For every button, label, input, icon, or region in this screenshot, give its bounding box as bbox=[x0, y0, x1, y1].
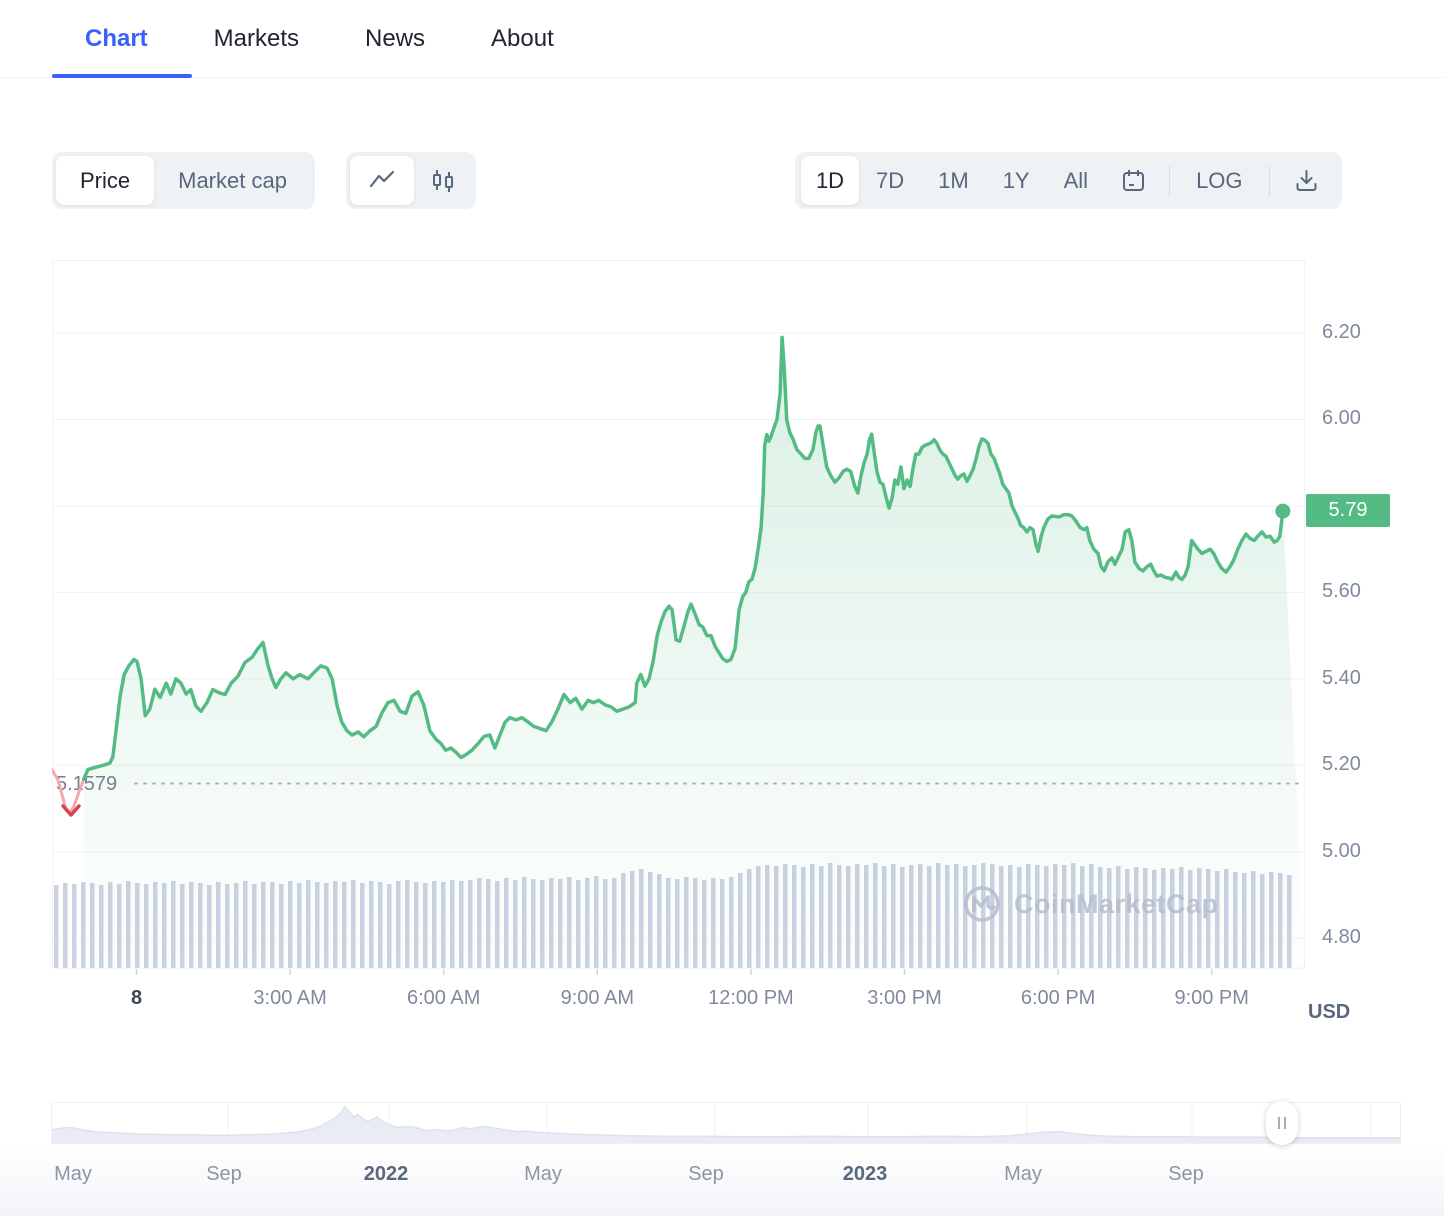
day-low-marker-icon bbox=[61, 804, 81, 817]
metric-toggle: Price Market cap bbox=[52, 152, 315, 209]
y-axis-label: 6.20 bbox=[1322, 321, 1361, 344]
price-line-below-open bbox=[52, 768, 90, 815]
navigator-label: Sep bbox=[206, 1163, 242, 1185]
market-cap-toggle-label: Market cap bbox=[178, 167, 287, 193]
price-toggle-label: Price bbox=[80, 167, 131, 193]
navigator-area-line bbox=[52, 1105, 1400, 1139]
x-axis-label: 3:00 PM bbox=[867, 987, 942, 1009]
range-button-7d[interactable]: 7D bbox=[859, 156, 921, 205]
tab-markets[interactable]: Markets bbox=[213, 24, 300, 52]
range-button-label: 1M bbox=[938, 167, 969, 193]
last-price-dot bbox=[1275, 503, 1291, 519]
navigator-box[interactable] bbox=[51, 1102, 1401, 1144]
x-axis-label: 9:00 AM bbox=[560, 987, 634, 1009]
current-price-badge: 5.79 bbox=[1306, 494, 1390, 527]
navigator-area-fill bbox=[52, 1106, 1400, 1143]
y-axis-label: 5.20 bbox=[1322, 753, 1361, 776]
range-toolbar: 1D 7D 1M 1Y All LOG bbox=[795, 152, 1342, 209]
chart-type-toggle bbox=[346, 152, 476, 209]
navigator-label: 2023 bbox=[842, 1163, 888, 1185]
calendar-icon bbox=[1122, 170, 1144, 191]
log-scale-label: LOG bbox=[1196, 167, 1243, 193]
tab-chart[interactable]: Chart bbox=[85, 24, 148, 52]
navigator-band bbox=[0, 1143, 1444, 1216]
tab-news[interactable]: News bbox=[365, 24, 426, 52]
x-axis-label: 6:00 PM bbox=[1020, 987, 1096, 1009]
date-range-button[interactable] bbox=[1105, 156, 1161, 205]
market-cap-toggle-button[interactable]: Market cap bbox=[154, 156, 311, 205]
range-button-1m[interactable]: 1M bbox=[921, 156, 986, 205]
line-chart-button[interactable] bbox=[350, 156, 414, 205]
range-button-label: 1D bbox=[815, 167, 845, 193]
volume-bar bbox=[63, 883, 68, 968]
navigator-label: May bbox=[1004, 1163, 1042, 1185]
watermark: CoinMarketCap bbox=[962, 884, 1219, 924]
coinmarketcap-logo-icon bbox=[964, 886, 1000, 922]
range-button-all[interactable]: All bbox=[1047, 156, 1105, 205]
x-axis-label: 6:00 AM bbox=[406, 987, 481, 1009]
y-axis-label: 5.60 bbox=[1322, 580, 1361, 603]
price-line bbox=[82, 335, 1285, 781]
y-axis-label: 5.40 bbox=[1322, 666, 1361, 689]
currency-label: USD bbox=[1308, 1001, 1351, 1023]
log-scale-button[interactable]: LOG bbox=[1178, 156, 1260, 205]
range-buttons: 1D 7D 1M 1Y All bbox=[801, 156, 1105, 205]
volume-bar bbox=[81, 882, 86, 968]
area-fill bbox=[83, 337, 1305, 968]
candlestick-chart-icon bbox=[433, 169, 453, 192]
line-chart-icon bbox=[369, 170, 395, 187]
navigator-label: 2022 bbox=[363, 1163, 409, 1185]
navigator-label: May bbox=[54, 1163, 92, 1185]
tab-bar: Chart Markets News About bbox=[0, 0, 1444, 78]
toolbar-divider bbox=[1268, 165, 1270, 196]
x-axis-label: 12:00 PM bbox=[708, 987, 794, 1009]
range-button-label: 1Y bbox=[1002, 167, 1030, 193]
y-axis-label: 6.00 bbox=[1322, 407, 1361, 430]
download-icon bbox=[1296, 170, 1317, 191]
candlestick-chart-button[interactable] bbox=[414, 156, 472, 205]
navigator-label: Sep bbox=[1168, 1163, 1204, 1185]
y-axis-label: 5.00 bbox=[1322, 839, 1361, 862]
active-tab-underline bbox=[52, 74, 192, 78]
volume-bar bbox=[72, 884, 77, 968]
range-button-1y[interactable]: 1Y bbox=[986, 156, 1047, 205]
navigator-mini-chart[interactable] bbox=[52, 1103, 1400, 1143]
watermark-text: CoinMarketCap bbox=[1014, 888, 1219, 919]
range-button-label: All bbox=[1063, 167, 1089, 193]
navigator-label: Sep bbox=[688, 1163, 724, 1185]
y-axis-label: 4.80 bbox=[1322, 926, 1361, 949]
volume-bar bbox=[54, 885, 59, 968]
range-button-1d[interactable]: 1D bbox=[801, 156, 859, 205]
x-axis-label: 8 bbox=[130, 987, 143, 1009]
x-axis-label: 9:00 PM bbox=[1174, 987, 1249, 1009]
range-button-label: 7D bbox=[876, 167, 905, 193]
download-button[interactable] bbox=[1278, 156, 1336, 205]
navigator-handle[interactable] bbox=[1266, 1101, 1298, 1145]
tab-about[interactable]: About bbox=[491, 24, 554, 52]
toolbar-divider bbox=[1169, 165, 1171, 196]
price-chart-canvas[interactable] bbox=[52, 260, 1305, 976]
x-axis-label: 3:00 AM bbox=[253, 987, 327, 1009]
price-toggle-button[interactable]: Price bbox=[56, 156, 155, 205]
navigator-label: May bbox=[524, 1163, 562, 1185]
